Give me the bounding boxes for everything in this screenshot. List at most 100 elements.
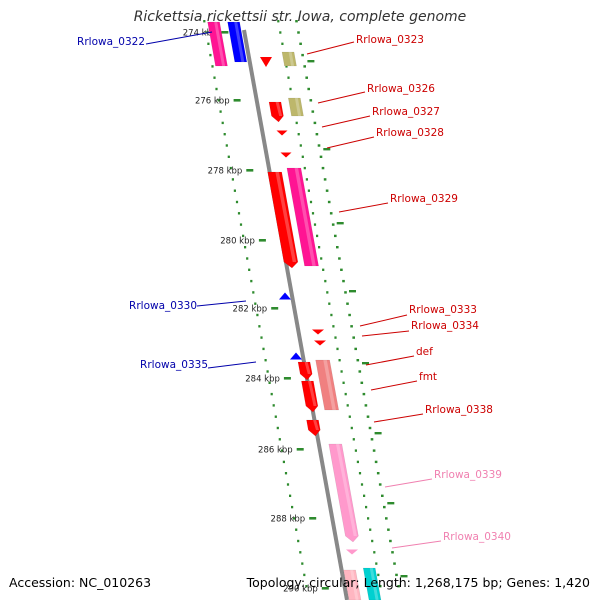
leader-line (207, 361, 257, 369)
feature-salmon[interactable] (315, 359, 339, 411)
track-dot (254, 302, 257, 305)
feature-rrlowa-0323[interactable] (260, 57, 272, 67)
gene-features[interactable] (207, 21, 382, 601)
track-dot (211, 65, 214, 68)
track-dot (354, 347, 357, 351)
genome-backbone (242, 29, 349, 601)
feature-rrlowa-0330[interactable] (279, 292, 291, 300)
feature-olive-top[interactable] (281, 51, 297, 67)
track-dot (346, 404, 349, 407)
feature-fmt[interactable] (301, 380, 319, 413)
gene-label-rrlowa-0323[interactable]: Rrlowa_0323 (306, 34, 424, 55)
track-dot (389, 539, 392, 543)
track-dot (258, 325, 261, 328)
feature-pink-top[interactable] (207, 21, 228, 67)
track-dot (278, 438, 281, 441)
track-dot (385, 517, 388, 520)
gene-label-rrlowa-0335[interactable]: Rrlowa_0335 (140, 359, 257, 371)
gene-label-text: Rrlowa_0340 (443, 531, 511, 543)
feature-rrlowa-0339[interactable] (328, 443, 359, 543)
track-dot (295, 121, 298, 125)
leader-line (370, 380, 418, 391)
track-dot (289, 494, 292, 497)
gene-label-def[interactable]: def (365, 346, 433, 366)
track-dot (307, 189, 310, 192)
track-dot (367, 517, 370, 520)
track-dot (348, 313, 351, 317)
track-dot (295, 528, 298, 531)
scale-tick (349, 290, 356, 293)
track-dot (332, 325, 335, 328)
feature-rrlowa-0327[interactable] (276, 130, 288, 136)
track-dot (229, 166, 232, 170)
track-dot (299, 144, 302, 147)
scale-tick (283, 377, 291, 380)
track-dot (221, 121, 224, 125)
gene-label-rrlowa-0338[interactable]: Rrlowa_0338 (373, 404, 493, 423)
feature-rrlowa-0333[interactable] (312, 329, 324, 335)
track-dot (280, 449, 283, 452)
gene-label-rrlowa-0329[interactable]: Rrlowa_0329 (338, 193, 458, 213)
leader-line (338, 202, 389, 213)
feature-pink-0329[interactable] (286, 167, 319, 267)
track-dot (340, 370, 343, 373)
gene-label-rrlowa-0330[interactable]: Rrlowa_0330 (129, 300, 247, 312)
track-dot (309, 99, 313, 102)
gene-label-rrlowa-0327[interactable]: Rrlowa_0327 (321, 106, 440, 128)
leader-line (373, 413, 424, 423)
track-dot (301, 155, 304, 158)
feature-rrlowa-0334[interactable] (314, 340, 326, 346)
gene-label-text: Rrlowa_0327 (372, 106, 440, 118)
leader-line (306, 41, 355, 55)
scale-tick (374, 432, 382, 435)
gene-label-rrlowa-0326[interactable]: Rrlowa_0326 (317, 83, 435, 104)
feature-def[interactable] (297, 361, 313, 381)
track-dot (320, 257, 323, 260)
gene-label-rrlowa-0334[interactable]: Rrlowa_0334 (361, 320, 479, 337)
scale-tick (336, 222, 344, 225)
feature-rrlowa-0326[interactable] (268, 101, 284, 123)
feature-rrlowa-0338[interactable] (306, 419, 321, 437)
feature-cyan-bottom[interactable] (362, 567, 382, 601)
track-dot (356, 359, 360, 362)
accession-text: Accession: NC_010263 (9, 575, 152, 590)
track-dot (375, 562, 378, 565)
feature-rrlowa-0328[interactable] (280, 152, 292, 158)
gene-label-rrlowa-0328[interactable]: Rrlowa_0328 (326, 127, 444, 149)
feature-rrlowa-0340[interactable] (346, 549, 358, 555)
gene-label-text: Rrlowa_0329 (390, 193, 458, 205)
gene-label-rrlowa-0340[interactable]: Rrlowa_0340 (391, 531, 511, 549)
track-dot (225, 144, 228, 147)
feature-rrlowa-0329[interactable] (267, 171, 299, 269)
track-dot (334, 234, 337, 238)
gene-label-rrlowa-0333[interactable]: Rrlowa_0333 (359, 304, 477, 327)
feature-rrlowa-0335[interactable] (290, 352, 302, 360)
track-dot (321, 166, 325, 170)
scale-tick (307, 60, 315, 63)
gene-label-rrlowa-0322[interactable]: Rrlowa_0322 (77, 31, 213, 48)
track-dot (338, 359, 341, 362)
track-dot (319, 155, 323, 158)
track-dot (344, 291, 347, 294)
track-dot (286, 483, 290, 486)
feature-olive-0326[interactable] (288, 97, 304, 117)
track-dot (235, 200, 239, 204)
track-dot (246, 257, 249, 260)
track-dot (352, 336, 355, 339)
scale-tick (271, 307, 279, 310)
track-dot (209, 53, 212, 57)
gene-labels[interactable]: Rrlowa_0322 Rrlowa_0323 Rrlowa_0326 Rrlowa_… (77, 31, 511, 549)
leader-line (365, 355, 415, 366)
track-dot (297, 133, 300, 136)
track-dot (371, 539, 374, 543)
track-dot (297, 31, 300, 34)
track-dot (295, 20, 298, 23)
track-dot (318, 246, 321, 249)
scale-tick (387, 502, 395, 505)
track-dot (272, 404, 275, 407)
scale-label: 284 kbp (245, 375, 280, 385)
gene-label-rrlowa-0339[interactable]: Rrlowa_0339 (384, 469, 502, 488)
feature-rrlowa-0322[interactable] (227, 21, 248, 63)
track-dot (370, 438, 374, 441)
gene-label-fmt[interactable]: fmt (370, 371, 437, 391)
